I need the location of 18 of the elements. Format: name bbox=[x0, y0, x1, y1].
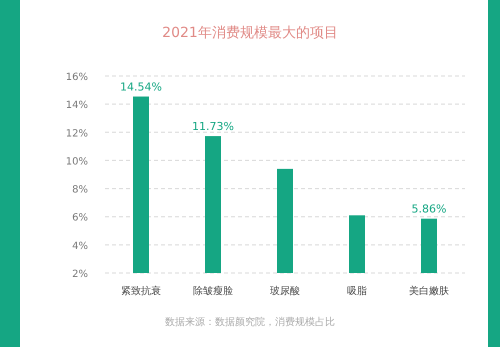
y-tick-label: 12% bbox=[66, 128, 88, 140]
x-tick-label: 吸脂 bbox=[347, 285, 367, 297]
y-tick-label: 10% bbox=[66, 156, 88, 168]
y-tick-label: 6% bbox=[72, 212, 88, 224]
chart-title: 2021年消费规模最大的项目 bbox=[162, 25, 338, 41]
x-tick-label: 美白嫩肤 bbox=[409, 285, 449, 297]
source-note: 数据来源：数据颜究院，消费规模占比 bbox=[165, 316, 335, 328]
y-tick-label: 8% bbox=[72, 184, 88, 196]
y-tick-label: 2% bbox=[72, 269, 88, 280]
data-label: 11.73% bbox=[192, 120, 234, 134]
x-tick-label: 除皱瘦脸 bbox=[193, 285, 233, 297]
y-tick-label: 4% bbox=[72, 240, 88, 252]
x-tick-label: 玻尿酸 bbox=[270, 285, 300, 297]
y-tick-label: 14% bbox=[66, 100, 88, 112]
data-label: 14.54% bbox=[120, 80, 162, 94]
data-label: 5.86% bbox=[412, 202, 446, 216]
y-tick-label: 16% bbox=[66, 72, 88, 83]
x-tick-label: 紧致抗衰 bbox=[121, 285, 161, 297]
